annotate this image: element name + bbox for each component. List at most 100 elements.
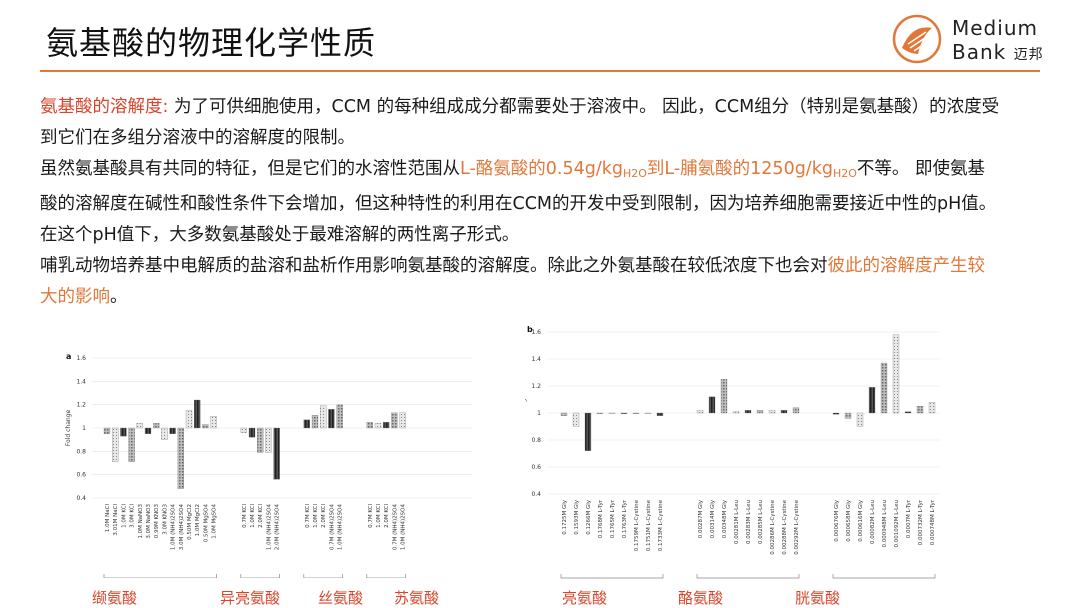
- cn-label-isoleucine: 异亮氨酸: [220, 589, 281, 607]
- bar: [144, 427, 152, 434]
- bar: [328, 409, 335, 429]
- x-tick-label: 0.1593M Gly: [574, 499, 580, 535]
- title-divider: [40, 70, 1040, 72]
- x-tick-label: 0.1765M L-Tyr: [610, 499, 616, 538]
- chart-b-svg: b 0.4 0.6 0.8 1 1.2 1.4 1.6 Fold change 0.1725M G…: [525, 325, 940, 579]
- bar: [161, 427, 168, 440]
- x-tick-label: 1.0M KCl: [376, 504, 382, 528]
- bar: [311, 415, 319, 429]
- x-tick-label: 0.00287M Gly: [698, 499, 704, 538]
- bar: [744, 410, 752, 414]
- x-tick-label: 2.0M KCl: [384, 504, 390, 528]
- y-tick-label: 1.2: [76, 402, 86, 409]
- x-tick-label: 0.00285M L-Leu: [758, 500, 764, 544]
- bar: [273, 427, 280, 480]
- x-tick-label: 0.1768M L-Tyr: [598, 499, 604, 538]
- x-tick-label: 1.0M (NH4)2SO4: [401, 504, 407, 551]
- x-tick-label: 0.7M KCl: [368, 504, 374, 528]
- cn-label-tyrosine: 酪氨酸: [678, 589, 724, 607]
- y-axis-label: Fold change: [525, 395, 527, 432]
- y-tick-label: 0.6: [76, 472, 86, 479]
- paragraph-solubility: 氨基酸的溶解度: 为了可供细胞使用，CCM 的每种组成成分都需要处于溶液中。 因…: [40, 97, 1000, 148]
- x-tick-label: 1.0M MgSO4: [212, 503, 218, 538]
- bar: [194, 399, 201, 429]
- bar: [320, 405, 327, 429]
- x-tick-label: 1.0M (NH4)2SO4: [266, 504, 272, 551]
- y-tick-label: 0.8: [76, 448, 86, 455]
- y-tick-label: 1.6: [76, 355, 86, 362]
- x-tick-label: 1.0M KCl: [250, 504, 256, 528]
- bar: [303, 419, 310, 429]
- bar: [169, 427, 176, 434]
- bar: [366, 422, 373, 429]
- bar: [880, 362, 888, 414]
- bar: [257, 427, 264, 453]
- x-tick-label: 0.00082M L-Leu: [870, 500, 876, 544]
- bar: [844, 412, 852, 419]
- bar: [916, 406, 924, 414]
- bar: [596, 412, 604, 414]
- bar: [120, 427, 127, 437]
- x-tick-label: 0.001092M L-Leu: [894, 500, 900, 548]
- x-tick-label: 0.000748M L-Tyr: [930, 499, 936, 545]
- x-tick-label: 3.01M NaCl: [113, 504, 119, 536]
- logo-text-line1: Medium: [952, 16, 1038, 40]
- group-bracket: [696, 574, 800, 579]
- bar: [832, 412, 840, 415]
- y-tick-label: 1.4: [531, 356, 541, 363]
- bar: [572, 412, 580, 427]
- x-tick-label: 1.0M KCl: [313, 504, 319, 528]
- x-tick-label: 0.00288M L-Cystine: [782, 499, 788, 554]
- bar: [904, 411, 912, 414]
- bar: [608, 412, 616, 414]
- bar: [560, 412, 568, 416]
- x-tick-label: 0.00314M Gly: [710, 499, 716, 538]
- y-tick-label: 1: [537, 410, 541, 417]
- bar: [656, 412, 664, 416]
- x-tick-label: 0.000732M L-Tyr: [918, 499, 924, 545]
- panel-letter: a: [66, 352, 71, 361]
- bar: [620, 412, 628, 414]
- x-tick-label: 0.0007M L-Tyr: [906, 499, 912, 538]
- y-tick-label: 1.4: [76, 378, 86, 385]
- y-tick-label: 0.8: [531, 437, 541, 444]
- bar: [792, 407, 800, 414]
- x-tick-label: 3.0M NaNO3: [146, 504, 152, 539]
- bar: [391, 412, 398, 429]
- bar: [383, 422, 390, 429]
- x-tick-label: 0.000616M Gly: [858, 499, 864, 542]
- x-tick-label: 0.00283M L-Leu: [746, 500, 752, 544]
- bar: [336, 404, 343, 429]
- y-tick-label: 1.2: [531, 383, 541, 390]
- chart-a-svg: a 0.4 0.6 0.8 1 1.2 1.4 1.6 Fold change 1.0M NaCl…: [65, 352, 472, 578]
- bar: [584, 412, 592, 451]
- paragraph-electrolytes: 哺乳动物培养基中电解质的盐溶和盐析作用影响氨基酸的溶解度。除此之外氨基酸在较低浓…: [40, 256, 985, 307]
- bar: [399, 412, 406, 429]
- group-bracket: [103, 574, 217, 578]
- x-tick-label: 1.0M (NH4)2SO4: [338, 504, 344, 551]
- cn-label-threonine: 苏氨酸: [394, 589, 440, 607]
- bar: [856, 412, 864, 427]
- x-tick-label: 0.7M KCl: [305, 504, 311, 528]
- bar: [868, 387, 876, 414]
- bar: [892, 334, 900, 414]
- bar: [708, 396, 716, 414]
- bar: [248, 427, 256, 438]
- bar: [177, 427, 184, 489]
- bar: [103, 427, 111, 434]
- x-tick-label: 0.7M (NH4)2SO4: [392, 504, 398, 551]
- bar: [780, 410, 788, 414]
- group-bracket: [240, 574, 280, 578]
- bar: [153, 423, 160, 429]
- y-tick-label: 0.6: [531, 464, 541, 471]
- x-tick-label: 0.000676M Gly: [834, 499, 840, 542]
- x-tick-label: 0.00281M L-Leu: [734, 500, 740, 544]
- y-axis-label: Fold change: [65, 410, 72, 447]
- x-tick-label: 0.1725M Gly: [562, 499, 568, 535]
- cn-label-cystine: 胱氨酸: [795, 589, 841, 607]
- x-tick-label: 0.50M MgCl2: [187, 504, 193, 540]
- x-tick-label: 1.0M (NH4)2SO4: [171, 504, 177, 551]
- group-bracket: [832, 574, 936, 579]
- bar: [210, 416, 217, 429]
- x-tick-label: 0.00292M L-Cystine: [794, 499, 800, 554]
